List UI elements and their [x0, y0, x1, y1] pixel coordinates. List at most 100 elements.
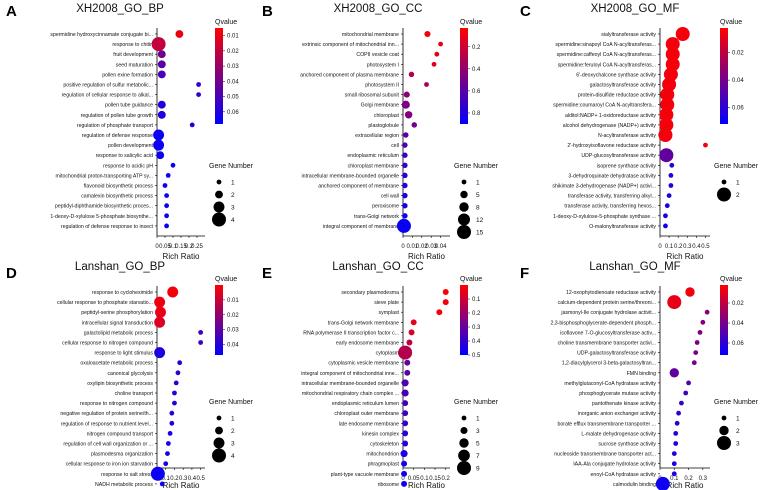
y-tick-label: cytoskeleton [370, 442, 399, 448]
y-tick-label: calmodulin binding [613, 482, 656, 488]
y-tick-label: jasmonyl-Ile conjugate hydrolase activit… [560, 310, 656, 316]
data-point [694, 340, 700, 345]
colorbar-tick-label: 0.02 [732, 301, 744, 307]
data-point [704, 309, 710, 315]
y-tick-label: galactosyltransferase activity [590, 83, 657, 89]
qvalue-legend-title: Qvalue [215, 276, 237, 283]
x-tick-label: 0.1 [162, 476, 171, 482]
data-point [402, 192, 408, 199]
y-tick-label: anchored component of plasma membrane [300, 72, 399, 78]
size-legend-dot [457, 225, 471, 239]
data-point [198, 330, 204, 335]
y-tick-label: symplast [379, 310, 400, 316]
data-point [438, 41, 443, 47]
x-tick-label: 0.3 [683, 244, 692, 250]
size-legend-label: 1 [736, 180, 740, 187]
x-tick-label: 0.25 [191, 244, 203, 250]
x-axis-label: Rich Ratio [408, 481, 445, 490]
panel-letter: F [520, 265, 529, 282]
size-legend-dot [721, 415, 727, 421]
y-tick-label: protein-disulfide reductase activity [578, 93, 657, 99]
size-legend-dot [459, 202, 469, 212]
data-point [173, 380, 179, 386]
y-tick-label: UDP-galactosyltransferase activity [577, 351, 656, 357]
data-point [675, 27, 690, 41]
size-legend-dot [216, 179, 222, 185]
data-point [691, 360, 697, 366]
gene-number-legend-title: Gene Number [714, 399, 759, 406]
gene-number-legend-title: Gene Number [714, 163, 759, 170]
y-tick-label: secondary plasmodesma [341, 290, 399, 296]
data-point [683, 390, 689, 396]
y-tick-label: choline transmembrane transporter activi… [558, 341, 656, 347]
size-legend-dot [457, 461, 471, 475]
data-point [398, 345, 413, 360]
size-legend-label: 2 [736, 192, 740, 199]
y-tick-label: enoyl-CoA hydratase activity [591, 472, 657, 478]
data-point [402, 162, 408, 169]
data-point [189, 122, 195, 128]
data-point [167, 431, 173, 436]
y-tick-label: mitochondrial membrane [342, 32, 399, 38]
panel-letter: A [6, 3, 17, 20]
y-tick-label: response to light stimulus [94, 351, 153, 357]
data-point [671, 451, 677, 456]
data-point [406, 339, 413, 346]
y-tick-label: late endosome membrane [339, 421, 399, 427]
gene-number-legend-title: Gene Number [209, 163, 254, 170]
data-point [673, 431, 679, 436]
colorbar-tick-label: 0.06 [732, 341, 744, 347]
y-tick-label: plastoglobule [368, 123, 399, 129]
y-tick-label: small ribosomal subunit [345, 93, 400, 99]
x-tick-label: 0.4 [692, 244, 701, 250]
y-tick-label: spermidine hydroxycinnamate conjugate bi… [50, 32, 153, 38]
data-point [169, 410, 175, 416]
y-tick-label: 2'-hydroxyisoflavone reductase activity [567, 143, 656, 149]
y-tick-label: chloroplast membrane [348, 163, 399, 169]
data-point [153, 129, 165, 141]
data-point [401, 389, 409, 397]
y-tick-label: photosystem I [367, 62, 399, 68]
data-point [404, 359, 411, 366]
x-tick-label: 0.05 [159, 244, 171, 250]
x-tick-label: 0.15 [429, 476, 441, 482]
colorbar-tick-label: 0.03 [227, 328, 239, 334]
size-legend-label: 1 [231, 416, 235, 423]
data-point [658, 128, 673, 142]
x-tick-label: 0.2 [684, 476, 693, 482]
y-tick-label: extrinsic component of mitochondrial inn… [302, 42, 399, 48]
y-tick-label: isoflavone 7-O-glucosyltransferase activ… [560, 330, 656, 336]
y-tick-label: negative regulation of protein serine/th… [60, 411, 153, 417]
colorbar-tick-label: 0.04 [732, 78, 744, 84]
x-tick-label: 0.2 [442, 476, 451, 482]
panel-title: XH2008_GO_BP [76, 3, 164, 15]
panel-title: Lanshan_GO_MF [589, 261, 680, 273]
x-tick-label: 0 [401, 476, 405, 482]
data-point [659, 107, 674, 122]
y-tick-label: integral component of mitochondrial inne… [301, 371, 399, 377]
colorbar-tick-label: 0.04 [732, 321, 744, 327]
y-tick-label: cellular response to nitrogen compound [62, 341, 153, 347]
panel-b: B XH2008_GO_CC mitochondrial membrane extri… [262, 3, 499, 261]
data-point [167, 286, 179, 298]
data-point [153, 139, 165, 151]
y-tick-label: cytoplasm [376, 351, 399, 357]
data-point [157, 60, 166, 69]
x-axis-label: Rich Ratio [667, 252, 704, 261]
y-tick-label: chloroplast outer membrane [334, 411, 399, 417]
colorbar-tick-label: 0.3 [472, 325, 481, 331]
data-point [402, 172, 408, 179]
size-legend-label: 4 [231, 453, 235, 460]
x-axis-label: Rich Ratio [408, 252, 445, 261]
panel-title: Lanshan_GO_CC [332, 261, 423, 273]
y-tick-label: choline transport [115, 391, 154, 397]
y-tick-label: shikimate 3-dehydrogenase (NADP+) activi… [552, 184, 656, 190]
data-point [170, 162, 176, 168]
y-tick-label: oxaloacetate metabolic process [80, 361, 153, 367]
colorbar-tick-label: 0.01 [227, 34, 239, 40]
y-tick-label: Golgi membrane [361, 103, 399, 109]
size-legend-dot [719, 425, 729, 436]
data-point [156, 151, 165, 160]
size-legend-dot [460, 426, 468, 435]
